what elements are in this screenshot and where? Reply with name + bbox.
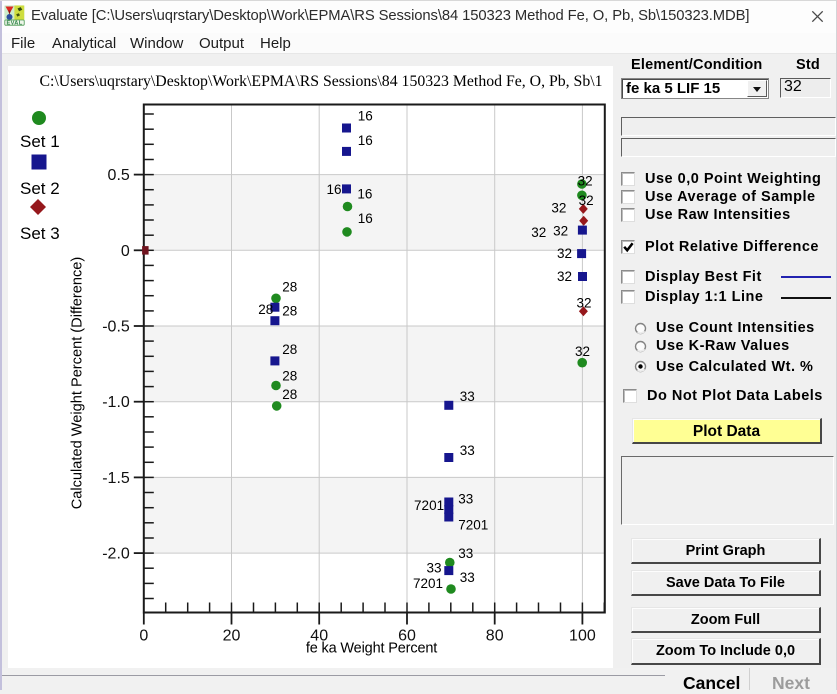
svg-text:33: 33 bbox=[458, 492, 473, 507]
svg-text:33: 33 bbox=[426, 560, 441, 575]
svg-text:EVAL: EVAL bbox=[6, 20, 22, 26]
svg-text:33: 33 bbox=[460, 443, 475, 458]
svg-text:32: 32 bbox=[557, 269, 572, 284]
svg-text:-0.5: -0.5 bbox=[102, 319, 130, 336]
svg-text:28: 28 bbox=[282, 368, 297, 383]
svg-text:80: 80 bbox=[486, 628, 504, 645]
svg-text:32: 32 bbox=[531, 225, 546, 240]
svg-text:32: 32 bbox=[575, 344, 590, 359]
svg-text:fe ka Weight Percent: fe ka Weight Percent bbox=[306, 641, 437, 657]
svg-text:7201: 7201 bbox=[458, 518, 488, 533]
svg-text:33: 33 bbox=[458, 546, 473, 561]
svg-text:33: 33 bbox=[460, 570, 475, 585]
svg-text:-2.0: -2.0 bbox=[102, 546, 130, 563]
svg-text:32: 32 bbox=[557, 246, 572, 261]
svg-text:16: 16 bbox=[358, 133, 373, 148]
svg-text:Set 3: Set 3 bbox=[20, 224, 60, 243]
svg-text:0: 0 bbox=[139, 628, 148, 645]
svg-text:28: 28 bbox=[282, 304, 297, 319]
svg-text:32: 32 bbox=[579, 193, 594, 208]
svg-text:C:\Users\uqrstary\Desktop\Work: C:\Users\uqrstary\Desktop\Work\EPMA\RS S… bbox=[39, 73, 602, 90]
svg-text:7201: 7201 bbox=[413, 576, 443, 591]
svg-text:32: 32 bbox=[551, 201, 566, 216]
svg-text:16: 16 bbox=[358, 109, 373, 124]
svg-text:60: 60 bbox=[398, 628, 416, 645]
svg-text:33: 33 bbox=[460, 389, 475, 404]
svg-text:16: 16 bbox=[357, 186, 372, 201]
svg-text:16: 16 bbox=[326, 182, 341, 197]
svg-text:28: 28 bbox=[258, 302, 273, 317]
svg-text:28: 28 bbox=[282, 280, 297, 295]
svg-text:0: 0 bbox=[121, 243, 130, 260]
svg-text:Set 2: Set 2 bbox=[20, 179, 60, 198]
svg-text:20: 20 bbox=[223, 628, 241, 645]
svg-text:32: 32 bbox=[578, 173, 593, 188]
svg-text:32: 32 bbox=[577, 296, 592, 311]
svg-text:-1.0: -1.0 bbox=[102, 394, 130, 411]
svg-text:-1.5: -1.5 bbox=[102, 470, 130, 487]
svg-text:28: 28 bbox=[282, 387, 297, 402]
svg-text:Set 1: Set 1 bbox=[20, 132, 60, 151]
svg-text:16: 16 bbox=[358, 211, 373, 226]
svg-text:32: 32 bbox=[553, 223, 568, 238]
svg-text:28: 28 bbox=[282, 342, 297, 357]
svg-text:100: 100 bbox=[569, 628, 596, 645]
svg-text:0.5: 0.5 bbox=[108, 167, 130, 184]
svg-text:Calculated Weight Percent (Dif: Calculated Weight Percent (Difference) bbox=[70, 257, 86, 510]
svg-text:7201: 7201 bbox=[414, 498, 444, 513]
svg-text:40: 40 bbox=[310, 628, 328, 645]
